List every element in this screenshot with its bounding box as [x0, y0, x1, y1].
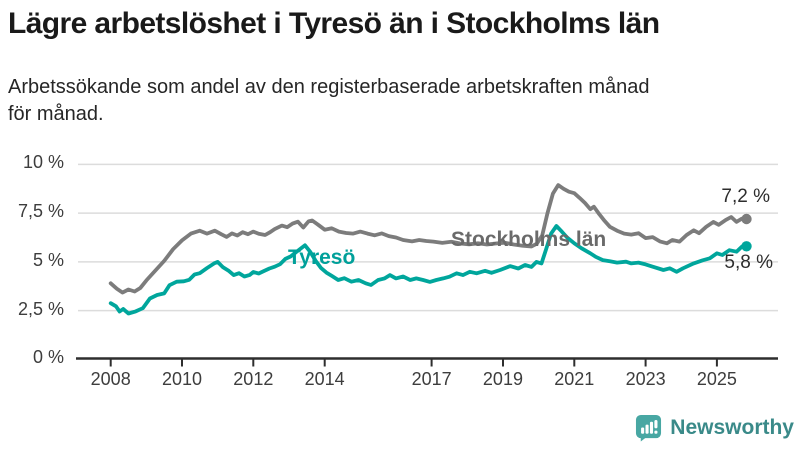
x-axis-label: 2025	[696, 369, 737, 389]
x-axis-label: 2023	[625, 369, 666, 389]
chart-title: Lägre arbetslöshet i Tyresö än i Stockho…	[8, 7, 660, 40]
x-axis-label: 2012	[233, 369, 274, 389]
chart-subtitle-line-1: Arbetssökande som andel av den registerb…	[8, 76, 650, 98]
chart-subtitle: Arbetssökande som andel av den registerb…	[8, 74, 650, 128]
series-label-stockholms-lan: Stockholms län	[451, 228, 607, 251]
chart-subtitle-line-2: för månad.	[8, 103, 104, 125]
series-line-stockholms-lan	[108, 183, 749, 295]
gridlines	[78, 163, 778, 312]
series-end-dot-stockholms-lan	[741, 213, 752, 225]
y-axis-label: 0 %	[32, 347, 64, 368]
series-line-tyreso	[108, 224, 749, 316]
series-lines	[108, 183, 752, 316]
x-axis-label: 2010	[161, 369, 203, 389]
newsworthy-logo[interactable]: Newsworthy	[635, 414, 794, 442]
end-value-label-stockholms-lan: 7,2 %	[721, 186, 770, 207]
x-axis-label: 2017	[411, 369, 452, 389]
series-end-dot-tyreso	[741, 241, 752, 252]
y-axis-label: 7,5 %	[17, 201, 64, 222]
x-axis-label: 2021	[554, 369, 595, 389]
y-axis-label: 10 %	[22, 152, 64, 173]
x-axis-label: 2014	[304, 369, 345, 389]
newsworthy-logo-text: Newsworthy	[670, 416, 794, 439]
x-axis	[76, 357, 778, 367]
series-label-tyreso: Tyresö	[288, 246, 356, 269]
x-axis-label: 2008	[90, 369, 131, 389]
newsworthy-logo-icon	[635, 414, 662, 442]
y-axis-label: 5 %	[32, 249, 64, 270]
y-axis-label: 2,5 %	[17, 298, 64, 319]
end-value-label-tyreso: 5,8 %	[724, 252, 773, 273]
x-axis-label: 2019	[482, 369, 523, 389]
